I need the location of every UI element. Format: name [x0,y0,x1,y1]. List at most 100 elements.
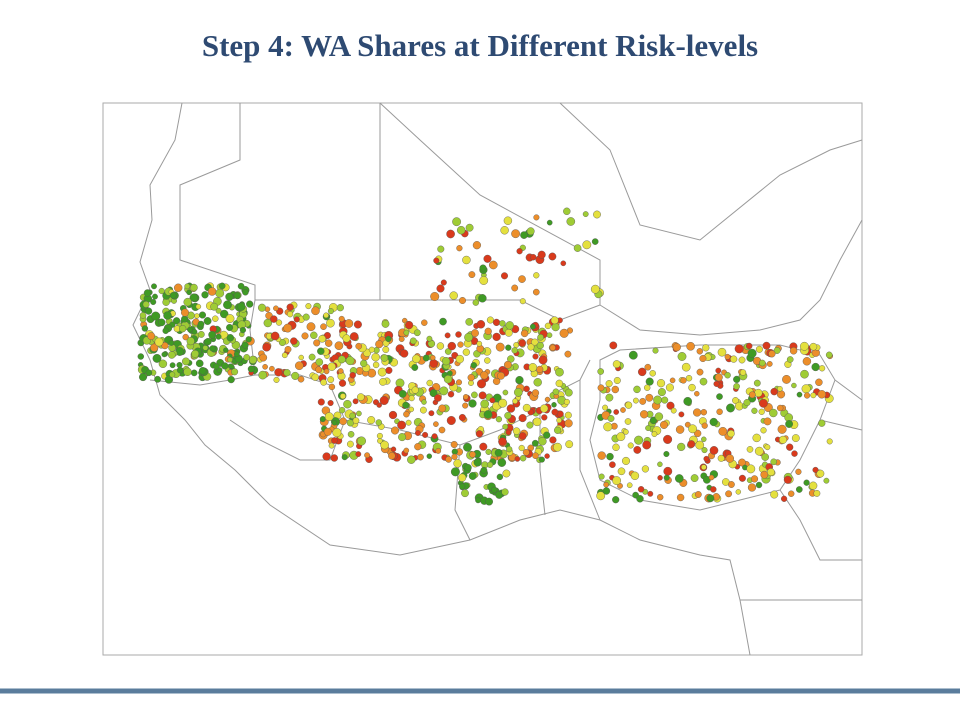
site-dot [176,366,184,374]
site-dot [426,453,432,459]
site-dot [390,446,397,452]
site-dot [633,385,641,394]
site-dot [169,371,176,378]
site-dot [483,254,492,263]
site-dot [549,344,556,351]
site-dot [681,362,691,372]
site-dot [582,211,589,218]
site-dot [684,421,691,428]
site-dot [540,404,549,413]
site-dot [613,377,621,385]
site-dot [446,229,455,239]
site-dot [564,388,573,397]
site-dot [505,344,512,351]
site-dot [537,333,544,341]
site-dot [227,356,233,363]
site-dot [815,378,823,386]
site-dot [513,342,520,348]
site-dot [471,329,479,337]
site-dot [294,361,304,371]
site-dot [609,341,618,350]
site-dot [209,345,216,352]
site-dot [398,433,407,442]
site-dot [818,365,826,372]
site-dot [653,395,662,405]
site-dot [311,373,319,381]
site-dot [496,371,505,380]
site-dot [462,348,470,356]
site-dot [727,429,735,438]
site-dot [184,283,191,290]
site-dot [560,260,567,267]
site-dot [145,307,153,315]
site-dot [786,443,794,451]
site-dot [331,420,338,426]
site-dot [447,341,456,351]
site-dot [237,282,245,290]
site-dot [690,474,699,482]
site-dot [243,354,250,361]
site-dot [699,377,708,386]
site-dot [408,406,414,413]
site-dot [639,410,649,419]
site-dot [795,468,802,475]
site-dot [494,448,503,457]
site-dot [162,298,170,306]
site-dot [780,495,788,502]
site-dot [602,404,608,411]
site-dot [511,347,518,354]
site-dot [233,351,240,357]
site-dot [388,410,398,420]
site-dot [436,284,445,293]
site-dot [182,333,189,341]
site-dot [551,408,559,416]
site-dot [676,493,685,502]
site-dot [472,299,479,306]
site-dot [526,421,534,429]
site-dot [701,436,707,442]
site-dot [537,250,546,259]
site-dot [212,315,219,322]
site-dot [439,386,449,396]
site-dot [696,348,703,355]
site-dot [484,357,491,364]
slide-title: Step 4: WA Shares at Different Risk-leve… [201,28,759,63]
site-dot [275,319,283,326]
site-dot [616,432,626,441]
site-dot [380,354,389,362]
site-dot [476,340,483,347]
site-dot [308,353,316,361]
site-dot [353,320,362,329]
site-dot [452,217,461,227]
site-dot [150,299,157,306]
site-dot [514,456,521,462]
site-dot [725,454,734,463]
site-dot [759,359,766,367]
site-dot [330,454,338,462]
site-dot [433,257,440,264]
site-dot [739,369,747,376]
site-dot [533,288,540,296]
site-dot [226,324,234,332]
site-dot [532,452,539,460]
site-dot [337,368,344,374]
site-dot [818,419,826,427]
site-dot [413,329,421,337]
site-dot [408,395,415,402]
site-dot [665,383,674,392]
site-dot [522,403,531,412]
site-dot [360,359,368,368]
site-dot [297,375,305,383]
site-dot [802,357,812,366]
site-dot [269,365,275,372]
site-dot [326,318,335,328]
site-dot [762,341,771,350]
site-dot [315,358,324,366]
site-dot [207,287,217,296]
site-dot [405,321,414,330]
site-dot [502,423,509,430]
site-dot [283,323,293,333]
site-dot [538,355,548,365]
site-dot [465,223,474,232]
